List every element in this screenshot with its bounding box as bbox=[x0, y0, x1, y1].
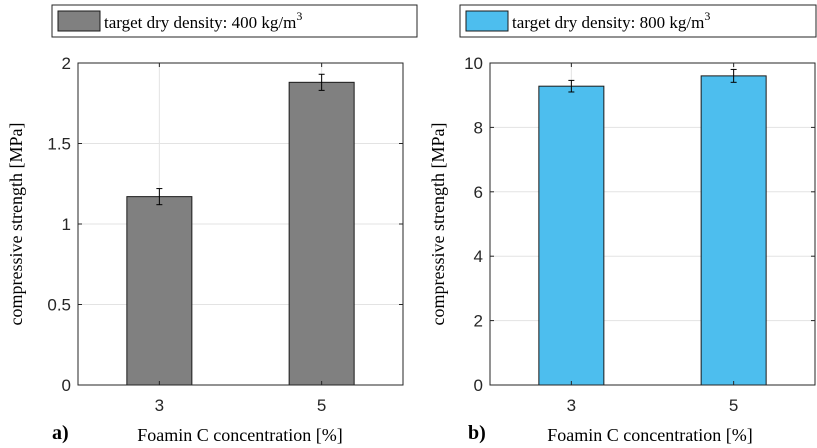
x-tick-label: 3 bbox=[155, 396, 164, 415]
y-tick-label: 1 bbox=[62, 215, 71, 234]
chart-panel-1: 0 0.5 1 1.5 2 3 5 compressive strength [MPa] Foa… bbox=[6, 4, 418, 445]
legend-label: target dry density: 800 kg/m3 bbox=[512, 9, 710, 32]
y-tick-label: 0 bbox=[62, 376, 71, 395]
legend-swatch bbox=[465, 10, 509, 32]
y-tick-label: 0.5 bbox=[47, 296, 71, 315]
legend: target dry density: 400 kg/m3 bbox=[51, 4, 418, 38]
legend-label-text: target dry density: 400 kg/m bbox=[104, 13, 296, 32]
bar bbox=[700, 75, 767, 386]
legend-box bbox=[51, 4, 418, 38]
panel-label: b) bbox=[468, 422, 486, 444]
legend-label: target dry density: 400 kg/m3 bbox=[104, 9, 302, 32]
x-tick-label: 5 bbox=[317, 396, 326, 415]
chart-panel-2: 0 2 4 6 8 10 3 5 compressive strength [MPa] Foami… bbox=[428, 4, 817, 445]
y-axis-label: compressive strength [MPa] bbox=[6, 123, 26, 326]
y-tick-label: 2 bbox=[62, 54, 71, 73]
y-tick-label: 2 bbox=[474, 312, 483, 331]
y-axis-label: compressive strength [MPa] bbox=[428, 123, 448, 326]
panel-label: a) bbox=[52, 422, 69, 444]
x-tick-label: 3 bbox=[567, 396, 576, 415]
y-tick-label: 0 bbox=[474, 376, 483, 395]
y-tick-label: 10 bbox=[464, 54, 483, 73]
legend: target dry density: 800 kg/m3 bbox=[459, 4, 817, 38]
bar bbox=[538, 85, 605, 386]
legend-box bbox=[459, 4, 817, 38]
x-axis-label: Foamin C concentration [%] bbox=[137, 425, 342, 445]
y-tick-label: 1.5 bbox=[47, 135, 71, 154]
bar bbox=[126, 196, 193, 386]
legend-label-text: target dry density: 800 kg/m bbox=[512, 13, 704, 32]
legend-label-superscript: 3 bbox=[296, 9, 302, 23]
y-tick-label: 8 bbox=[474, 118, 483, 137]
y-tick-label: 4 bbox=[474, 247, 483, 266]
x-tick-label: 5 bbox=[729, 396, 738, 415]
legend-swatch bbox=[57, 10, 101, 32]
bar bbox=[288, 81, 355, 386]
x-axis-label: Foamin C concentration [%] bbox=[547, 425, 752, 445]
y-tick-label: 6 bbox=[474, 183, 483, 202]
axes-box bbox=[489, 62, 816, 386]
legend-label-superscript: 3 bbox=[704, 9, 710, 23]
